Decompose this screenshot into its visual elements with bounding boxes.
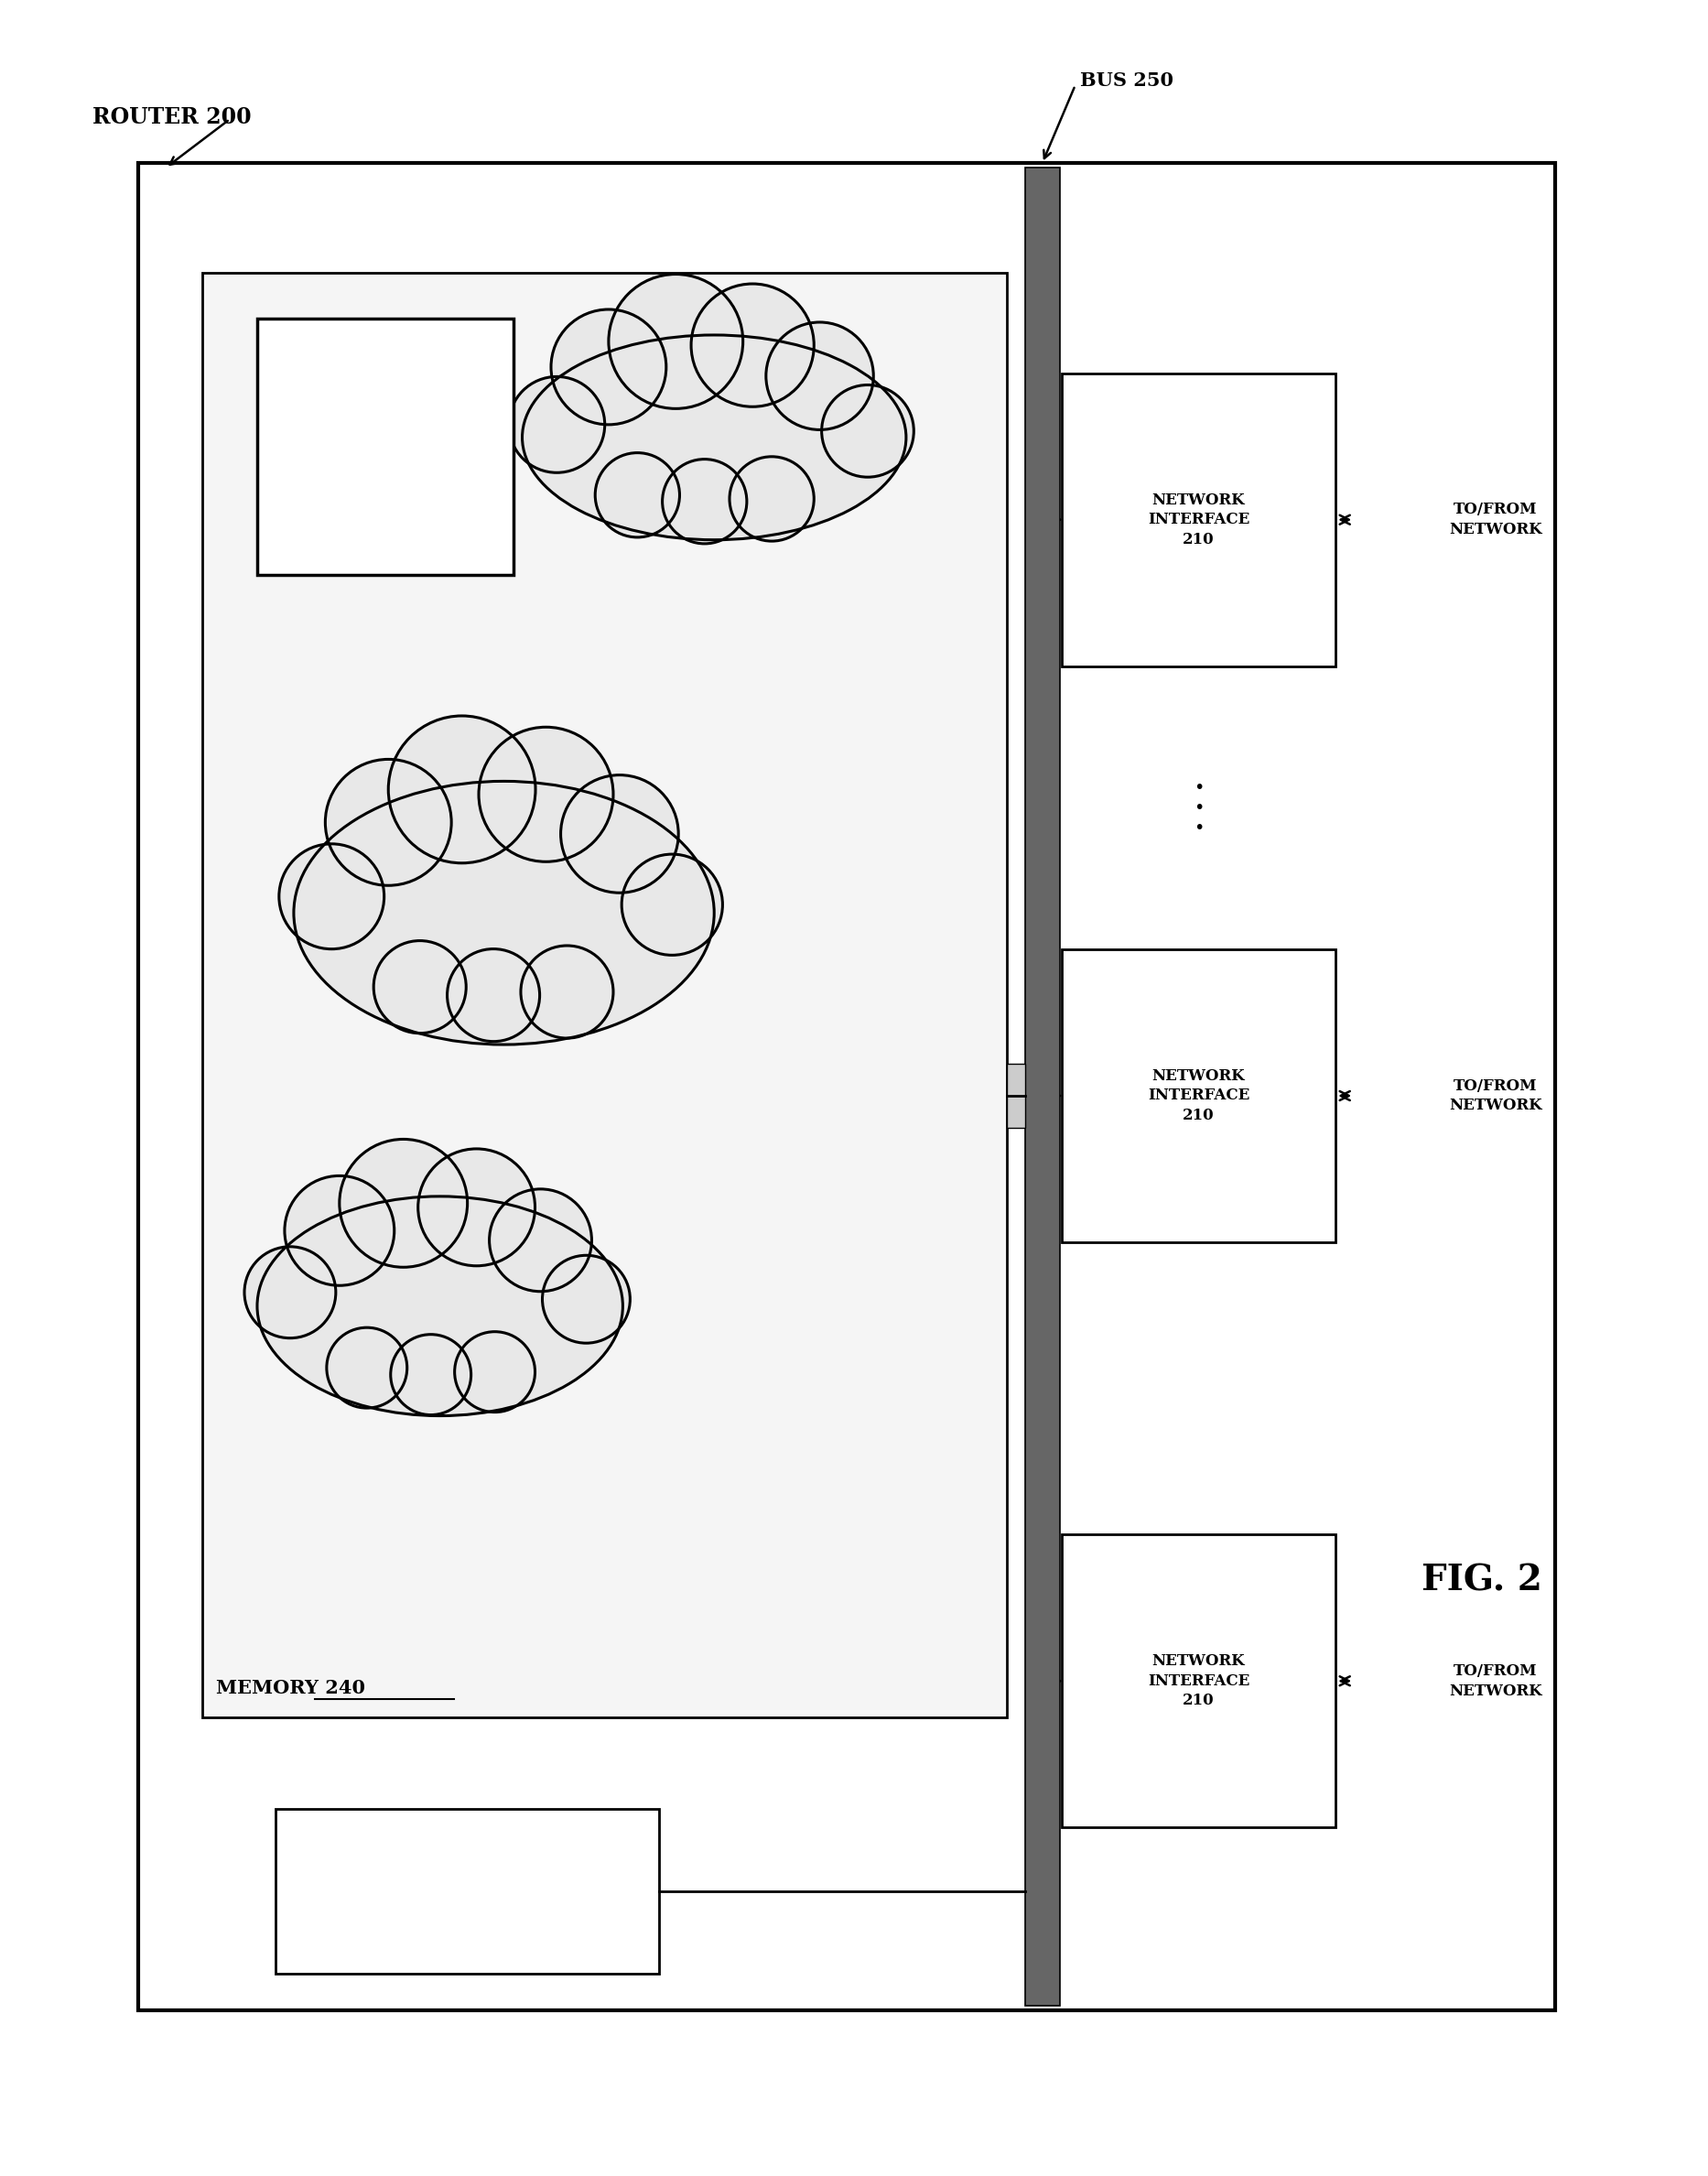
Circle shape — [478, 727, 613, 862]
Bar — [1025, 168, 1059, 2006]
Bar — [138, 163, 1554, 2011]
Text: BUS 250: BUS 250 — [1079, 72, 1173, 89]
Circle shape — [388, 716, 536, 864]
Circle shape — [560, 775, 678, 892]
Circle shape — [325, 759, 451, 886]
Bar — [1061, 949, 1336, 1242]
Circle shape — [418, 1149, 535, 1266]
Circle shape — [765, 322, 873, 429]
Text: •
•
•: • • • — [1194, 779, 1204, 836]
Text: ROUTER 200: ROUTER 200 — [92, 107, 251, 128]
Circle shape — [594, 453, 680, 537]
Circle shape — [454, 1332, 535, 1412]
Text: NETWORK
INTERFACE
210: NETWORK INTERFACE 210 — [1148, 492, 1250, 546]
Text: PROCESSOR
220: PROCESSOR 220 — [403, 1874, 531, 1911]
Circle shape — [729, 457, 815, 542]
Bar — [1061, 374, 1336, 666]
Text: NETWORK
INTERFACE
210: NETWORK INTERFACE 210 — [1148, 1654, 1250, 1708]
Bar — [202, 272, 1006, 1717]
Text: LSDB
249: LSDB 249 — [354, 409, 417, 457]
Circle shape — [543, 1256, 630, 1343]
Text: ROUTER
OPERATING SYSTEM
242: ROUTER OPERATING SYSTEM 242 — [623, 403, 806, 457]
Bar — [1006, 1064, 1025, 1127]
Text: ROUTING
SERVICES
247: ROUTING SERVICES 247 — [396, 1279, 483, 1334]
Circle shape — [622, 855, 722, 955]
Text: TO/FROM
NETWORK: TO/FROM NETWORK — [1448, 503, 1542, 537]
Circle shape — [278, 844, 384, 949]
Text: NETWORK
INTERFACE
210: NETWORK INTERFACE 210 — [1148, 1068, 1250, 1123]
Circle shape — [391, 1334, 471, 1414]
Circle shape — [608, 274, 743, 409]
Circle shape — [692, 283, 815, 407]
Circle shape — [822, 385, 914, 477]
Bar — [275, 1808, 659, 1974]
Ellipse shape — [258, 1197, 623, 1417]
Text: TO/FROM
NETWORK: TO/FROM NETWORK — [1448, 1077, 1542, 1114]
Circle shape — [552, 309, 666, 424]
Circle shape — [521, 947, 613, 1038]
Circle shape — [374, 940, 466, 1034]
Circle shape — [663, 459, 746, 544]
Circle shape — [509, 376, 605, 472]
Circle shape — [488, 1188, 591, 1290]
Text: FIG. 2: FIG. 2 — [1421, 1562, 1542, 1597]
Circle shape — [244, 1247, 336, 1338]
Circle shape — [285, 1175, 395, 1286]
Ellipse shape — [523, 335, 907, 540]
Text: MEMORY 240: MEMORY 240 — [215, 1680, 366, 1697]
Text: LINK
STATE
(IGP)
SERVICES
248: LINK STATE (IGP) SERVICES 248 — [459, 853, 548, 944]
Ellipse shape — [294, 781, 714, 1044]
Bar — [1061, 1534, 1336, 1828]
Text: TO/FROM
NETWORK: TO/FROM NETWORK — [1448, 1662, 1542, 1699]
Bar — [258, 318, 512, 574]
Circle shape — [340, 1140, 468, 1266]
Circle shape — [447, 949, 540, 1042]
Circle shape — [326, 1327, 407, 1408]
